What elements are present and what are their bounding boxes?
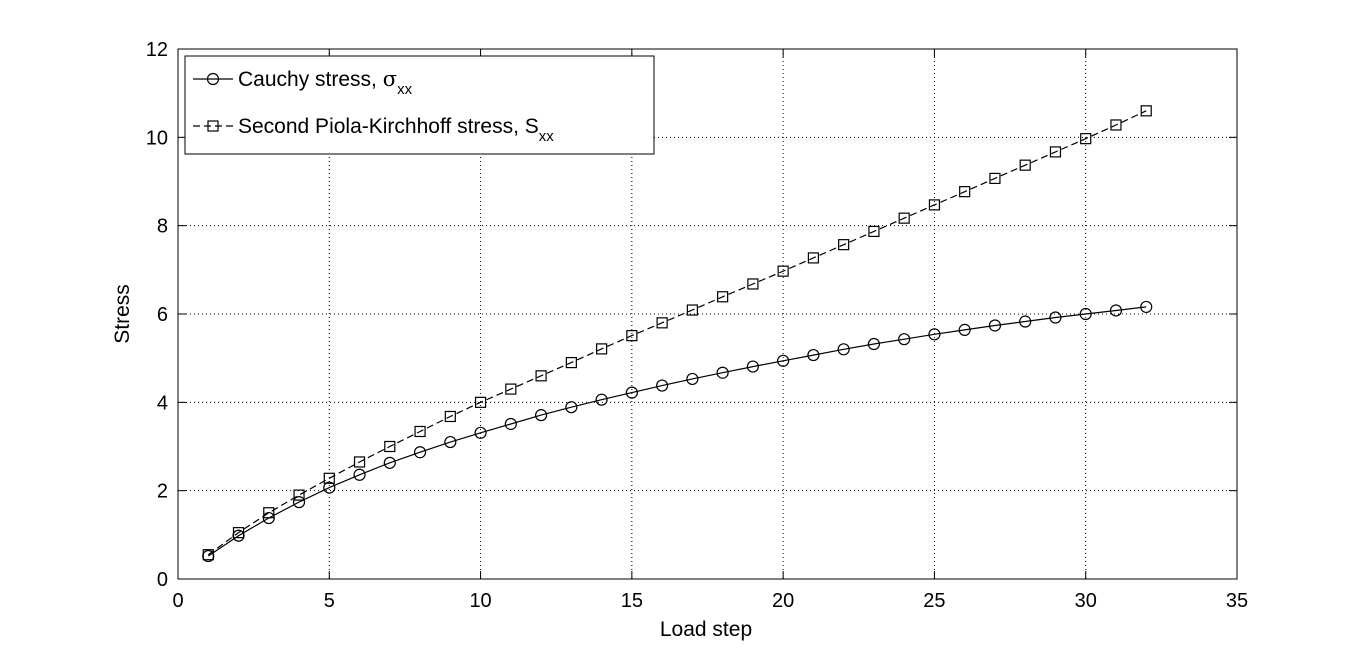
point-cauchy: [777, 354, 790, 367]
point-pk2: [807, 252, 820, 264]
point-cauchy: [353, 468, 366, 481]
point-pk2: [656, 317, 668, 329]
point-cauchy: [1140, 300, 1153, 314]
point-cauchy: [988, 319, 1002, 332]
point-pk2: [263, 507, 275, 519]
legend-symbol-cauchy: σ: [383, 67, 397, 91]
point-cauchy: [565, 401, 578, 414]
point-cauchy: [958, 323, 971, 336]
legend-prefix-pk2: Second Piola-Kirchhoff stress,: [238, 115, 525, 138]
legend-symbol-pk2: S: [525, 115, 539, 138]
point-cauchy: [625, 386, 638, 399]
point-cauchy: [746, 360, 759, 373]
point-pk2: [626, 330, 638, 342]
point-cauchy: [807, 348, 820, 362]
series-layer: [202, 105, 1153, 563]
point-cauchy: [534, 409, 548, 422]
point-pk2: [414, 425, 426, 438]
point-pk2: [202, 549, 214, 561]
point-cauchy: [898, 333, 911, 346]
point-cauchy: [323, 481, 336, 494]
point-pk2: [323, 472, 335, 484]
point-cauchy: [928, 328, 941, 341]
legend-subscript-cauchy: xx: [397, 81, 413, 98]
point-cauchy: [383, 456, 396, 469]
point-cauchy: [595, 393, 608, 406]
point-pk2: [686, 304, 698, 316]
point-pk2: [747, 278, 759, 290]
point-pk2: [838, 239, 850, 251]
point-cauchy: [292, 496, 306, 509]
point-pk2: [1080, 133, 1092, 145]
point-cauchy: [1079, 307, 1092, 321]
point-pk2: [898, 212, 910, 224]
x-tick-label: 35: [1226, 590, 1248, 612]
x-tick-label: 30: [1075, 590, 1097, 612]
point-cauchy: [1049, 311, 1062, 324]
y-tick-label: 8: [157, 216, 168, 238]
point-cauchy: [504, 417, 517, 431]
y-tick-label: 12: [146, 39, 168, 61]
point-pk2: [565, 356, 577, 369]
legend: Cauchy stress, σxx Second Piola-Kirchhof…: [184, 55, 655, 155]
point-pk2: [595, 343, 608, 355]
legend-marker-pk2: [207, 120, 219, 132]
x-tick-label: 10: [469, 590, 491, 612]
y-tick-label: 6: [157, 304, 168, 326]
point-pk2: [1019, 159, 1031, 171]
point-pk2: [959, 186, 971, 198]
point-cauchy: [474, 426, 487, 439]
point-pk2: [232, 527, 245, 539]
point-pk2: [444, 410, 456, 423]
point-pk2: [777, 265, 789, 277]
point-cauchy: [686, 372, 699, 386]
legend-label-pk2: Second Piola-Kirchhoff stress, Sxx: [238, 115, 554, 145]
point-cauchy: [716, 366, 729, 379]
y-tick-label: 4: [157, 392, 168, 414]
point-cauchy: [444, 435, 457, 449]
x-tick-label: 0: [172, 590, 183, 612]
point-pk2: [989, 172, 1001, 185]
point-pk2: [1140, 105, 1152, 117]
y-axis-label: Stress: [111, 284, 134, 344]
x-tick-label: 15: [621, 590, 643, 612]
point-pk2: [505, 383, 517, 395]
point-pk2: [353, 456, 366, 468]
point-cauchy: [1019, 315, 1032, 328]
y-tick-label: 10: [146, 127, 168, 149]
point-cauchy: [1109, 304, 1123, 317]
x-tick-label: 25: [923, 590, 945, 612]
point-cauchy: [867, 337, 881, 351]
y-tick-label: 0: [157, 569, 168, 591]
legend-subscript-pk2: xx: [539, 128, 555, 145]
legend-box: [184, 55, 655, 155]
point-pk2: [474, 396, 487, 408]
x-tick-label: 20: [772, 590, 794, 612]
legend-prefix-cauchy: Cauchy stress,: [238, 68, 383, 91]
point-pk2: [384, 440, 396, 453]
point-pk2: [535, 370, 547, 382]
y-tick-label: 2: [157, 481, 168, 503]
point-cauchy: [837, 343, 850, 356]
point-pk2: [717, 291, 729, 303]
series-pk2: [202, 105, 1152, 561]
x-axis-label: Load step: [660, 618, 752, 641]
point-pk2: [1110, 119, 1122, 131]
point-cauchy: [656, 379, 669, 392]
x-tick-label: 5: [324, 590, 335, 612]
point-pk2: [868, 225, 880, 238]
point-cauchy: [413, 446, 427, 459]
point-pk2: [293, 489, 305, 501]
point-pk2: [1049, 146, 1062, 158]
tick-labels: 0 5 10 15 20 25 30 35 0 2 4 6 8 10 12: [146, 39, 1248, 612]
point-pk2: [928, 199, 941, 211]
legend-marker-cauchy: [206, 72, 220, 86]
legend-label-cauchy: Cauchy stress, σxx: [238, 67, 413, 98]
